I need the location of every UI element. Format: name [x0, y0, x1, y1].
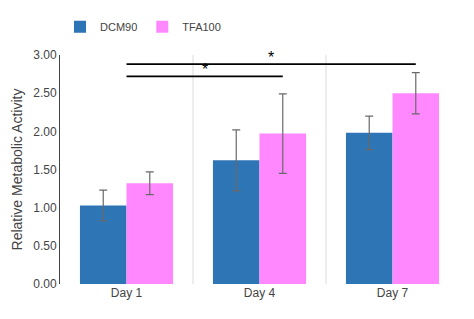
svg-text:TFA100: TFA100 — [182, 21, 221, 33]
svg-text:0.50: 0.50 — [33, 239, 57, 253]
svg-text:*: * — [202, 61, 208, 78]
svg-text:1.00: 1.00 — [33, 201, 57, 215]
svg-text:1.50: 1.50 — [33, 163, 57, 177]
svg-text:Day 4: Day 4 — [244, 286, 276, 300]
svg-text:Day 7: Day 7 — [377, 286, 409, 300]
svg-text:3.00: 3.00 — [33, 48, 57, 62]
svg-text:DCM90: DCM90 — [100, 21, 137, 33]
svg-text:0.00: 0.00 — [33, 277, 57, 291]
svg-text:Day 1: Day 1 — [111, 286, 143, 300]
svg-text:2.00: 2.00 — [33, 125, 57, 139]
svg-text:Relative Metabolic Activity: Relative Metabolic Activity — [9, 89, 25, 251]
svg-text:*: * — [268, 49, 274, 66]
svg-text:2.50: 2.50 — [33, 86, 57, 100]
